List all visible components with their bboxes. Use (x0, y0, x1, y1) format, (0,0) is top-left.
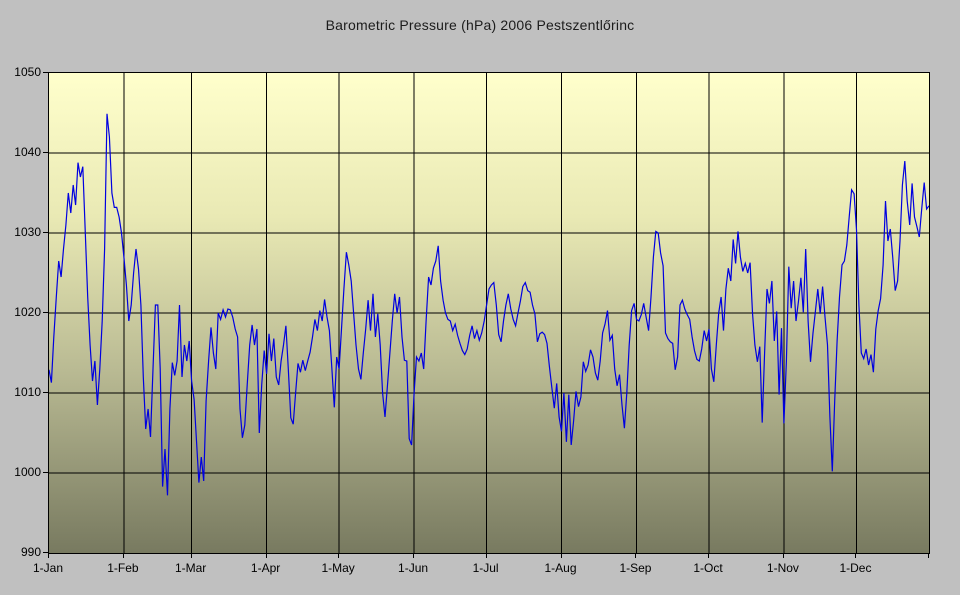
y-axis-tick-label: 1010 (14, 385, 41, 399)
x-axis-end-tick (928, 553, 929, 558)
x-axis-tick (635, 553, 636, 558)
chart-title: Barometric Pressure (hPa) 2006 Pestszent… (325, 17, 635, 33)
y-axis-tick (43, 312, 48, 313)
y-axis-tick (43, 472, 48, 473)
x-axis-tick (123, 553, 124, 558)
y-axis-tick-label: 990 (20, 545, 41, 559)
x-axis-tick-label: 1-Aug (544, 561, 577, 575)
gridlines (49, 73, 929, 553)
pressure-series-line (49, 113, 929, 496)
plot-area (48, 72, 930, 554)
y-axis-tick-label: 1000 (14, 465, 41, 479)
x-axis-tick (708, 553, 709, 558)
y-axis-tick (43, 552, 48, 553)
y-axis-tick (43, 392, 48, 393)
x-axis-tick (783, 553, 784, 558)
x-axis-tick-label: 1-Jun (398, 561, 429, 575)
x-axis-tick (561, 553, 562, 558)
y-axis-tick-label: 1030 (14, 225, 41, 239)
chart-canvas (49, 73, 929, 553)
x-axis-tick (48, 553, 49, 558)
x-axis-tick-label: 1-Mar (174, 561, 207, 575)
y-axis-tick (43, 232, 48, 233)
x-axis-tick (486, 553, 487, 558)
y-axis-tick-label: 1050 (14, 65, 41, 79)
x-axis-tick-label: 1-Sep (619, 561, 652, 575)
x-axis-tick-label: 1-Oct (693, 561, 723, 575)
x-axis-tick-label: 1-Jan (32, 561, 64, 575)
x-axis-tick (266, 553, 267, 558)
y-axis-tick (43, 152, 48, 153)
x-axis-tick-label: 1-Dec (839, 561, 872, 575)
x-axis-tick-label: 1-Jul (472, 561, 499, 575)
x-axis-tick (855, 553, 856, 558)
x-axis-tick (413, 553, 414, 558)
y-axis-tick-label: 1020 (14, 305, 41, 319)
x-axis-tick-label: 1-Feb (107, 561, 139, 575)
x-axis-tick-label: 1-Apr (250, 561, 281, 575)
y-axis-tick-label: 1040 (14, 145, 41, 159)
x-axis-tick (338, 553, 339, 558)
x-axis-tick (191, 553, 192, 558)
y-axis-tick (43, 72, 48, 73)
x-axis-tick-label: 1-May (321, 561, 355, 575)
x-axis-tick-label: 1-Nov (766, 561, 799, 575)
